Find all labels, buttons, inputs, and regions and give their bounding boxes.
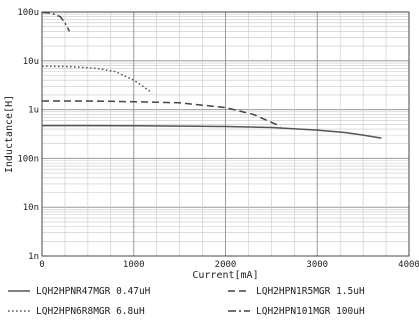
y-tick-label: 100n	[17, 154, 39, 164]
legend-label: LQH2HPN6R8MGR 6.8uH	[36, 306, 145, 317]
grid	[41, 12, 410, 257]
series-line	[41, 11, 71, 32]
y-axis-label: Inductance[H]	[4, 95, 15, 173]
x-tick-label: 1000	[123, 260, 145, 270]
series-line	[41, 65, 153, 94]
series-lines	[41, 11, 382, 139]
legend-label: LQH2HPNR47MGR 0.47uH	[36, 286, 151, 297]
x-axis-label: Current[mA]	[192, 270, 258, 281]
legend-label: LQH2HPN101MGR 100uH	[256, 306, 365, 317]
y-tick-label: 1u	[28, 106, 39, 116]
x-tick-label: 3000	[306, 260, 328, 270]
x-tick-label: 0	[39, 260, 44, 270]
legend-label: LQH2HPN1R5MGR 1.5uH	[256, 286, 365, 297]
x-tick-label: 4000	[398, 260, 419, 270]
legend: LQH2HPNR47MGR 0.47uH LQH2HPN1R5MGR 1.5uH L…	[8, 286, 365, 317]
x-tick-label: 2000	[215, 260, 237, 270]
tick-labels: 1n 10n 100n 1u 10u 100u 0 1000 2000 3000 4000	[17, 8, 419, 270]
series-line	[42, 124, 382, 139]
series-line	[42, 100, 281, 128]
plot-frame	[41, 11, 410, 257]
y-tick-label: 10u	[23, 57, 39, 67]
y-tick-label: 100u	[17, 8, 39, 18]
y-tick-label: 10n	[23, 203, 39, 213]
y-tick-label: 1n	[28, 252, 39, 262]
